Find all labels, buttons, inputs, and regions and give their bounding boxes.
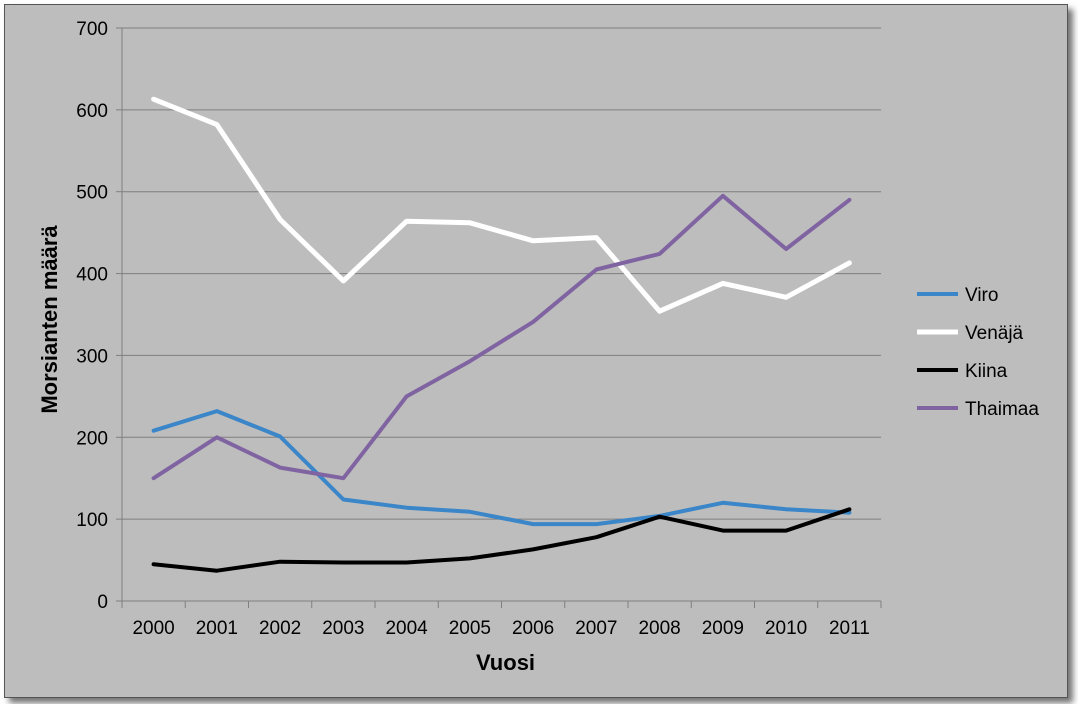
x-tick-label: 2007 (575, 618, 617, 639)
chart-frame: 0 100 200 300 400 500 600 700 2000 2001 2002 2003 2… (4, 4, 1068, 698)
y-tick-label: 600 (76, 101, 108, 122)
y-tick-label: 500 (76, 183, 108, 204)
x-tick-label: 2006 (512, 618, 554, 639)
legend-label: Viro (965, 285, 998, 306)
gridlines (122, 27, 881, 520)
y-tick-label: 0 (97, 592, 108, 613)
y-tick-label: 700 (76, 19, 108, 40)
y-tick-label: 200 (76, 428, 108, 449)
x-axis-title: Vuosi (476, 650, 535, 675)
series-line (151, 507, 852, 573)
x-tick-label: 2010 (765, 618, 807, 639)
x-tick-label: 2003 (322, 618, 364, 639)
legend-label: Thaimaa (965, 399, 1039, 420)
legend: Viro Venäjä Kiina Thaimaa (917, 285, 1039, 420)
legend-label: Kiina (965, 361, 1008, 382)
x-tick-label: 2001 (196, 618, 238, 639)
x-tick-label: 2000 (132, 618, 174, 639)
x-tick-label: 2009 (702, 618, 744, 639)
x-tick-label: 2004 (385, 618, 428, 639)
legend-label: Venäjä (965, 323, 1024, 344)
y-axis-title: Morsianten määrä (37, 225, 62, 414)
x-tick-labels: 2000 2001 2002 2003 2004 2005 2006 2007 2008 2009… (132, 618, 869, 639)
x-tick-label: 2005 (449, 618, 491, 639)
y-tick-labels: 0 100 200 300 400 500 600 700 (76, 19, 108, 613)
series-lines (151, 96, 852, 573)
series-line (151, 193, 852, 481)
y-tick-label: 300 (76, 346, 108, 367)
axes (116, 27, 882, 608)
x-tick-label: 2011 (829, 618, 870, 639)
y-tick-label: 400 (76, 265, 108, 286)
y-tick-label: 100 (76, 510, 108, 531)
series-line (151, 409, 852, 527)
x-tick-label: 2008 (638, 618, 680, 639)
series-line (151, 96, 852, 314)
x-tick-label: 2002 (259, 618, 301, 639)
